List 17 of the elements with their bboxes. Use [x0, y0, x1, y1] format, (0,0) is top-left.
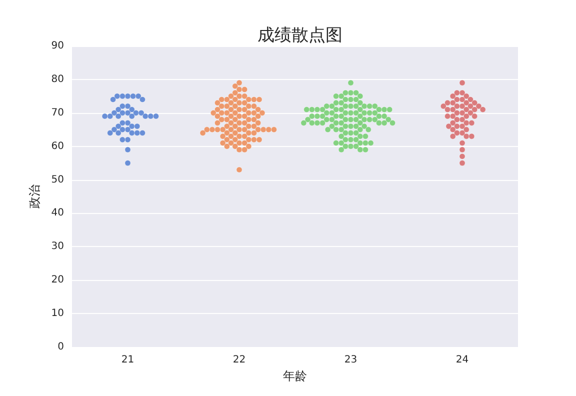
y-axis-title: 政治 [27, 184, 42, 208]
x-tick-label: 21 [121, 354, 134, 366]
y-tick-label: 60 [51, 140, 64, 152]
y-tick-label: 0 [58, 342, 64, 352]
y-tick-label: 70 [51, 107, 64, 118]
y-tick-label: 40 [51, 208, 64, 219]
y-tick-label: 10 [51, 308, 64, 320]
y-tick-label: 30 [51, 241, 64, 252]
x-tick-label: 22 [232, 354, 246, 366]
chart-title: 成绩散点图 [258, 26, 342, 46]
x-axis-title: 年龄 [283, 368, 307, 383]
y-tick-label: 80 [51, 74, 64, 85]
x-tick-label: 24 [456, 354, 469, 366]
y-tick-label: 20 [51, 274, 64, 286]
y-tick-label: 50 [51, 174, 64, 186]
y-tick-label: 90 [51, 40, 64, 52]
x-tick-label: 23 [344, 354, 358, 366]
